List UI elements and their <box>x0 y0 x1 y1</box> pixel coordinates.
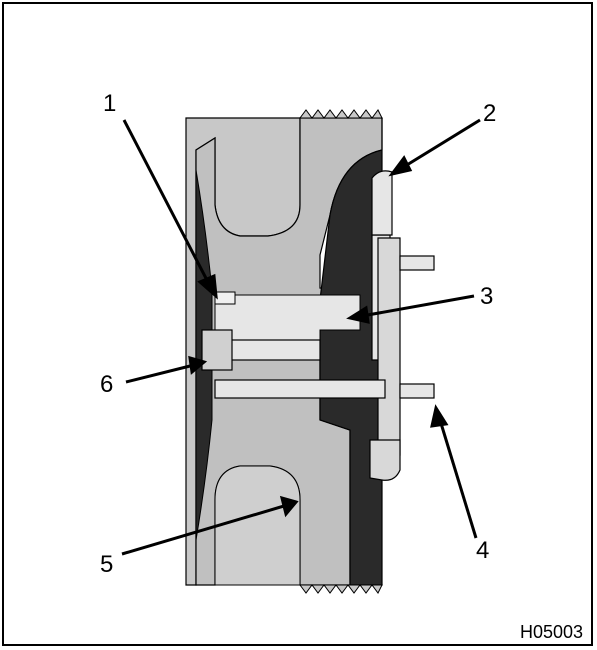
callout-2: 2 <box>483 100 496 127</box>
arrowhead-2 <box>388 155 413 177</box>
leader-line-6 <box>125 363 195 384</box>
pulley-lower-groove <box>214 465 301 586</box>
dark-damper-body <box>319 118 383 586</box>
lower-stud <box>399 383 435 399</box>
belt-ribs-bottom <box>299 584 383 594</box>
callout-5: 5 <box>100 551 113 578</box>
pipe-cap <box>371 170 393 236</box>
arrowhead-5 <box>279 495 299 518</box>
bolt-head <box>201 329 233 371</box>
leader-line-3 <box>361 294 475 318</box>
horizontal-rod <box>214 379 386 399</box>
leader-line-2 <box>401 118 481 170</box>
leader-line-4 <box>438 419 478 539</box>
belt-ribs-top <box>299 109 383 119</box>
leader-line-1 <box>122 119 212 287</box>
mounting-plate <box>377 237 401 456</box>
callout-1: 1 <box>103 90 116 117</box>
arrowhead-4 <box>430 404 449 428</box>
callout-3: 3 <box>480 283 493 310</box>
mounting-ear <box>369 439 401 481</box>
upper-stud <box>399 255 435 271</box>
figure-id: H05003 <box>520 622 583 642</box>
callout-4: 4 <box>476 537 489 564</box>
arrowhead-3 <box>346 305 370 324</box>
leader-line-5 <box>121 504 285 556</box>
washer <box>214 291 236 305</box>
arrowhead-1 <box>197 273 218 300</box>
arrowhead-6 <box>188 355 208 375</box>
callout-6: 6 <box>100 371 113 398</box>
